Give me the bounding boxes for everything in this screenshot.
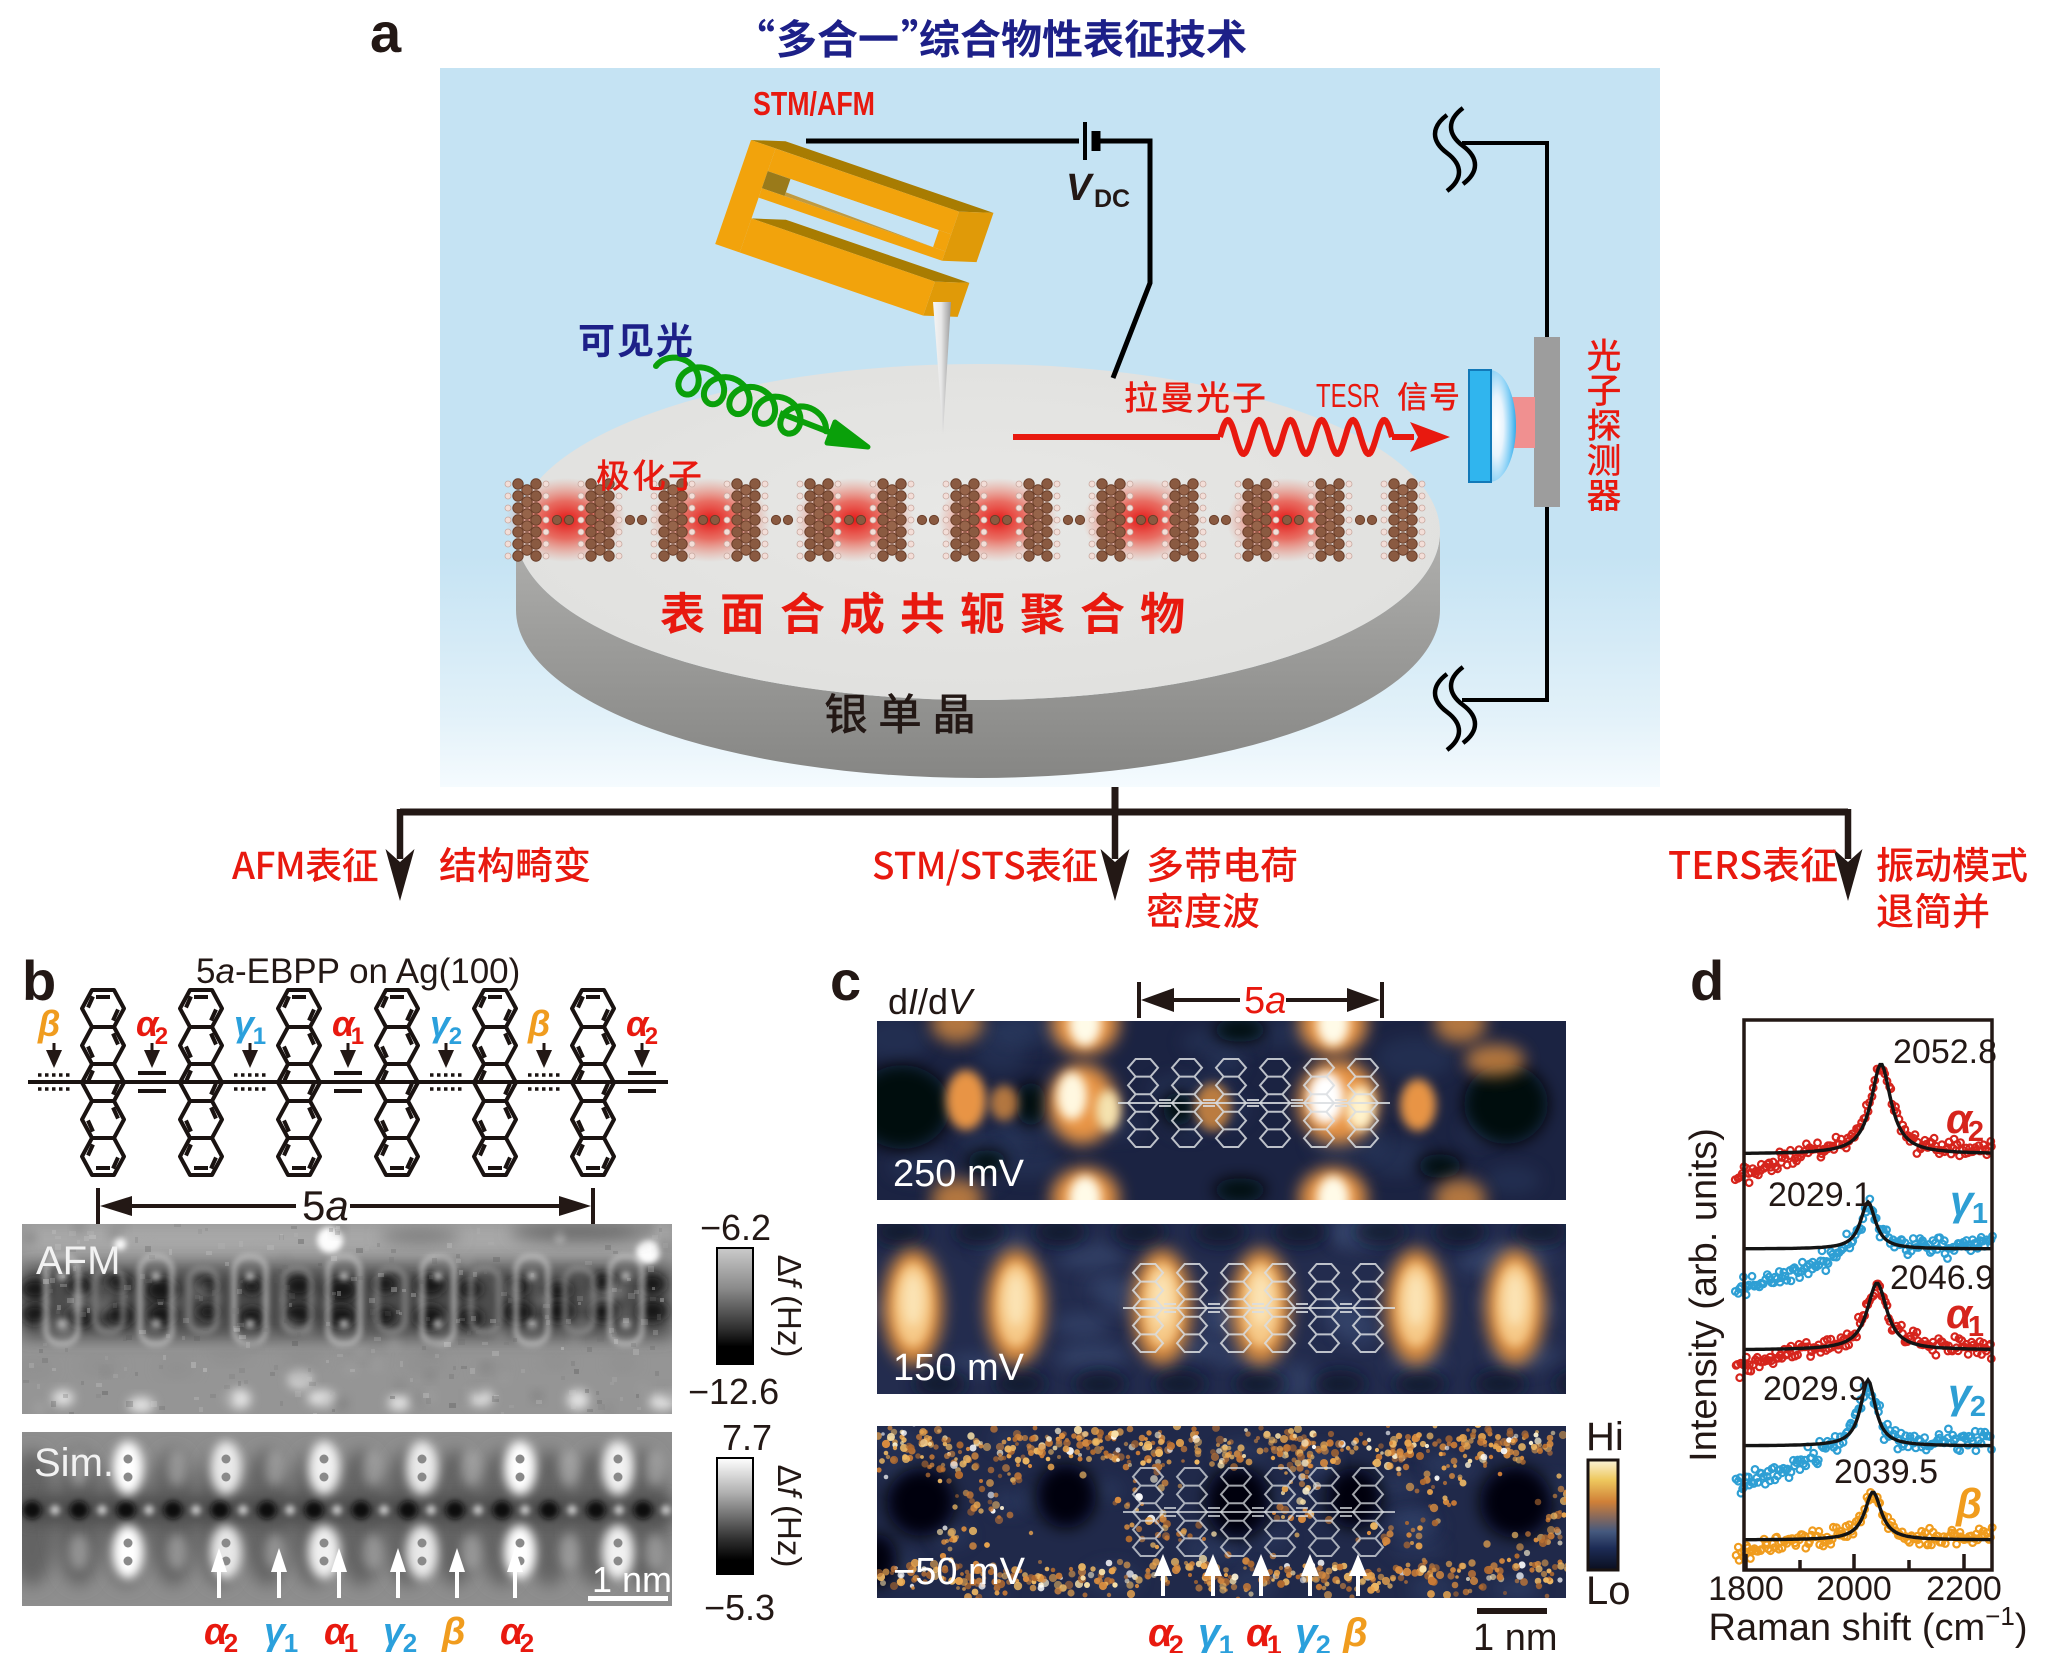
svg-text:2029.1: 2029.1 xyxy=(1768,1176,1872,1214)
svg-text:Raman shift (cm−1): Raman shift (cm−1) xyxy=(1709,1601,2028,1649)
svg-text:2: 2 xyxy=(155,1023,168,1050)
svg-text:α: α xyxy=(1946,1290,1974,1337)
svg-text:α: α xyxy=(626,1003,650,1044)
svg-text:Hi: Hi xyxy=(1586,1415,1624,1459)
svg-text:2: 2 xyxy=(1968,1116,1984,1148)
svg-text:−12.6: −12.6 xyxy=(688,1371,779,1412)
svg-text:Δf (Hz): Δf (Hz) xyxy=(771,1465,808,1568)
svg-text:1: 1 xyxy=(253,1023,266,1050)
svg-text:1800: 1800 xyxy=(1708,1570,1784,1608)
svg-text:β: β xyxy=(1342,1611,1368,1653)
svg-text:−6.2: −6.2 xyxy=(700,1207,771,1248)
svg-text:1: 1 xyxy=(1267,1630,1282,1653)
svg-text:γ: γ xyxy=(1295,1611,1320,1653)
svg-text:α: α xyxy=(1246,1611,1273,1653)
svg-text:α: α xyxy=(1148,1611,1175,1653)
svg-text:1: 1 xyxy=(284,1628,298,1653)
svg-text:250 mV: 250 mV xyxy=(893,1153,1025,1195)
svg-text:γ: γ xyxy=(1198,1611,1223,1653)
svg-text:β: β xyxy=(441,1611,466,1653)
svg-text:α: α xyxy=(500,1611,525,1653)
svg-text:1 nm: 1 nm xyxy=(1473,1617,1557,1653)
svg-text:dI/dV: dI/dV xyxy=(888,981,975,1022)
svg-text:1: 1 xyxy=(344,1628,358,1653)
svg-text:2: 2 xyxy=(645,1023,658,1050)
svg-text:STM/AFM: STM/AFM xyxy=(753,85,875,122)
svg-text:Δf (Hz): Δf (Hz) xyxy=(771,1255,808,1358)
svg-text:2: 2 xyxy=(224,1628,238,1653)
svg-text:2: 2 xyxy=(1316,1630,1331,1653)
svg-text:2: 2 xyxy=(520,1628,534,1653)
svg-text:150 mV: 150 mV xyxy=(893,1347,1025,1389)
svg-text:γ: γ xyxy=(1948,1370,1974,1417)
svg-text:2052.8: 2052.8 xyxy=(1893,1033,1997,1071)
svg-text:a: a xyxy=(370,1,402,64)
svg-text:1: 1 xyxy=(1972,1198,1988,1230)
svg-text:Lo: Lo xyxy=(1586,1569,1631,1613)
svg-text:Sim.: Sim. xyxy=(34,1441,114,1485)
svg-text:1: 1 xyxy=(351,1023,364,1050)
svg-text:α: α xyxy=(204,1611,229,1653)
svg-text:γ: γ xyxy=(430,1003,452,1044)
svg-text:2: 2 xyxy=(1169,1630,1184,1653)
svg-text:γ: γ xyxy=(234,1003,256,1044)
svg-text:5a: 5a xyxy=(1244,980,1286,1022)
svg-text:1 nm: 1 nm xyxy=(592,1559,672,1600)
svg-text:b: b xyxy=(22,949,56,1012)
svg-text:γ: γ xyxy=(383,1611,406,1653)
svg-text:1: 1 xyxy=(1968,1311,1984,1343)
svg-text:5a-EBPP on Ag(100): 5a-EBPP on Ag(100) xyxy=(196,952,520,991)
svg-text:β: β xyxy=(37,1003,60,1044)
svg-text:5a: 5a xyxy=(302,1182,349,1229)
svg-text:β: β xyxy=(527,1003,550,1044)
svg-text:γ: γ xyxy=(264,1611,287,1653)
svg-text:TESR: TESR xyxy=(1316,377,1380,414)
svg-text:2029.9: 2029.9 xyxy=(1763,1370,1867,1408)
svg-text:AFM: AFM xyxy=(36,1239,120,1283)
svg-text:γ: γ xyxy=(1950,1177,1976,1224)
svg-text:2: 2 xyxy=(1970,1391,1986,1423)
svg-text:2: 2 xyxy=(449,1023,462,1050)
svg-text:Intensity (arb. units): Intensity (arb. units) xyxy=(1683,1128,1725,1462)
svg-text:DC: DC xyxy=(1094,185,1130,213)
svg-text:2046.9: 2046.9 xyxy=(1890,1259,1994,1297)
svg-text:c: c xyxy=(830,949,861,1012)
svg-text:V: V xyxy=(1066,167,1094,209)
svg-text:7.7: 7.7 xyxy=(722,1417,772,1458)
svg-text:d: d xyxy=(1690,949,1724,1012)
svg-text:α: α xyxy=(324,1611,349,1653)
svg-text:α: α xyxy=(1946,1095,1974,1142)
svg-text:β: β xyxy=(1955,1480,1982,1527)
svg-text:2000: 2000 xyxy=(1816,1570,1892,1608)
svg-text:2200: 2200 xyxy=(1926,1570,2002,1608)
svg-text:α: α xyxy=(332,1003,356,1044)
svg-text:2: 2 xyxy=(403,1628,417,1653)
svg-text:1: 1 xyxy=(1219,1630,1234,1653)
svg-text:−50 mV: −50 mV xyxy=(893,1551,1026,1593)
svg-text:α: α xyxy=(136,1003,160,1044)
svg-text:−5.3: −5.3 xyxy=(704,1587,775,1628)
svg-text:2039.5: 2039.5 xyxy=(1834,1453,1938,1491)
